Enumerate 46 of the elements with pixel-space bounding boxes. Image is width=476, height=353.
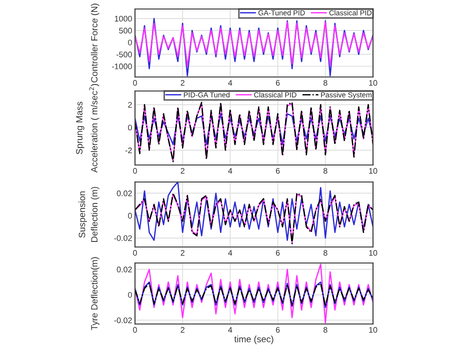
x-tick-label: 2 [180, 250, 184, 256]
x-tick-label: 8 [324, 250, 328, 256]
x-tick-label: 6 [276, 326, 280, 333]
x-tick-label: 0 [133, 168, 137, 174]
line-series [135, 264, 373, 324]
x-tick-label: 10 [369, 250, 378, 256]
y-tick-label: 0.02 [116, 190, 132, 196]
y-tick-label: 0 [128, 292, 132, 298]
y-tick-label: -500 [116, 52, 132, 58]
x-tick-label: 8 [324, 326, 328, 333]
x-tick-label: 10 [369, 168, 378, 174]
y-axis-title: Sprung Mass Acceleration ( m/sec$^{2}$) [76, 84, 100, 173]
x-tick-label: 2 [180, 168, 184, 174]
y-axis-title: Tyre Deflection(m) [90, 257, 100, 330]
y-tick-label: -2 [125, 147, 132, 154]
y-axis-title: Suspension Deflection (m) [78, 186, 100, 242]
y-tick-label: 500 [119, 28, 132, 34]
x-tick-label: 4 [228, 80, 232, 86]
x-tick-label: 4 [228, 168, 232, 174]
x-tick-label: 4 [228, 250, 232, 256]
line-series [135, 22, 373, 67]
y-tick-label: -0.02 [114, 317, 132, 324]
x-tick-label: 8 [324, 80, 328, 86]
y-tick-label: 2 [128, 102, 132, 108]
x-tick-label: 2 [180, 326, 184, 333]
y-tick-label: 1000 [114, 16, 132, 22]
x-tick-label: 10 [369, 326, 378, 333]
line-series [135, 113, 373, 146]
y-tick-label: 0.02 [116, 266, 132, 272]
y-tick-label: -1000 [112, 64, 132, 70]
x-tick-label: 6 [276, 168, 280, 174]
y-tick-label: 0 [128, 124, 132, 130]
x-tick-label: 0 [133, 326, 137, 333]
x-tick-label: 2 [180, 80, 184, 86]
x-tick-label: 4 [228, 327, 232, 333]
x-tick-label: 0 [133, 250, 137, 256]
y-axis-title: Controller Force (N) [90, 4, 100, 82]
x-tick-label: 10 [369, 80, 378, 86]
x-tick-label: 6 [276, 250, 280, 256]
x-tick-label: 0 [133, 80, 137, 86]
x-axis-title: time (sec) [234, 336, 274, 344]
y-tick-label: -0.02 [114, 235, 132, 242]
x-tick-label: 6 [276, 80, 280, 86]
y-tick-label: 0 [128, 40, 132, 46]
y-tick-label: 0 [128, 212, 132, 219]
x-tick-label: 8 [324, 168, 328, 174]
